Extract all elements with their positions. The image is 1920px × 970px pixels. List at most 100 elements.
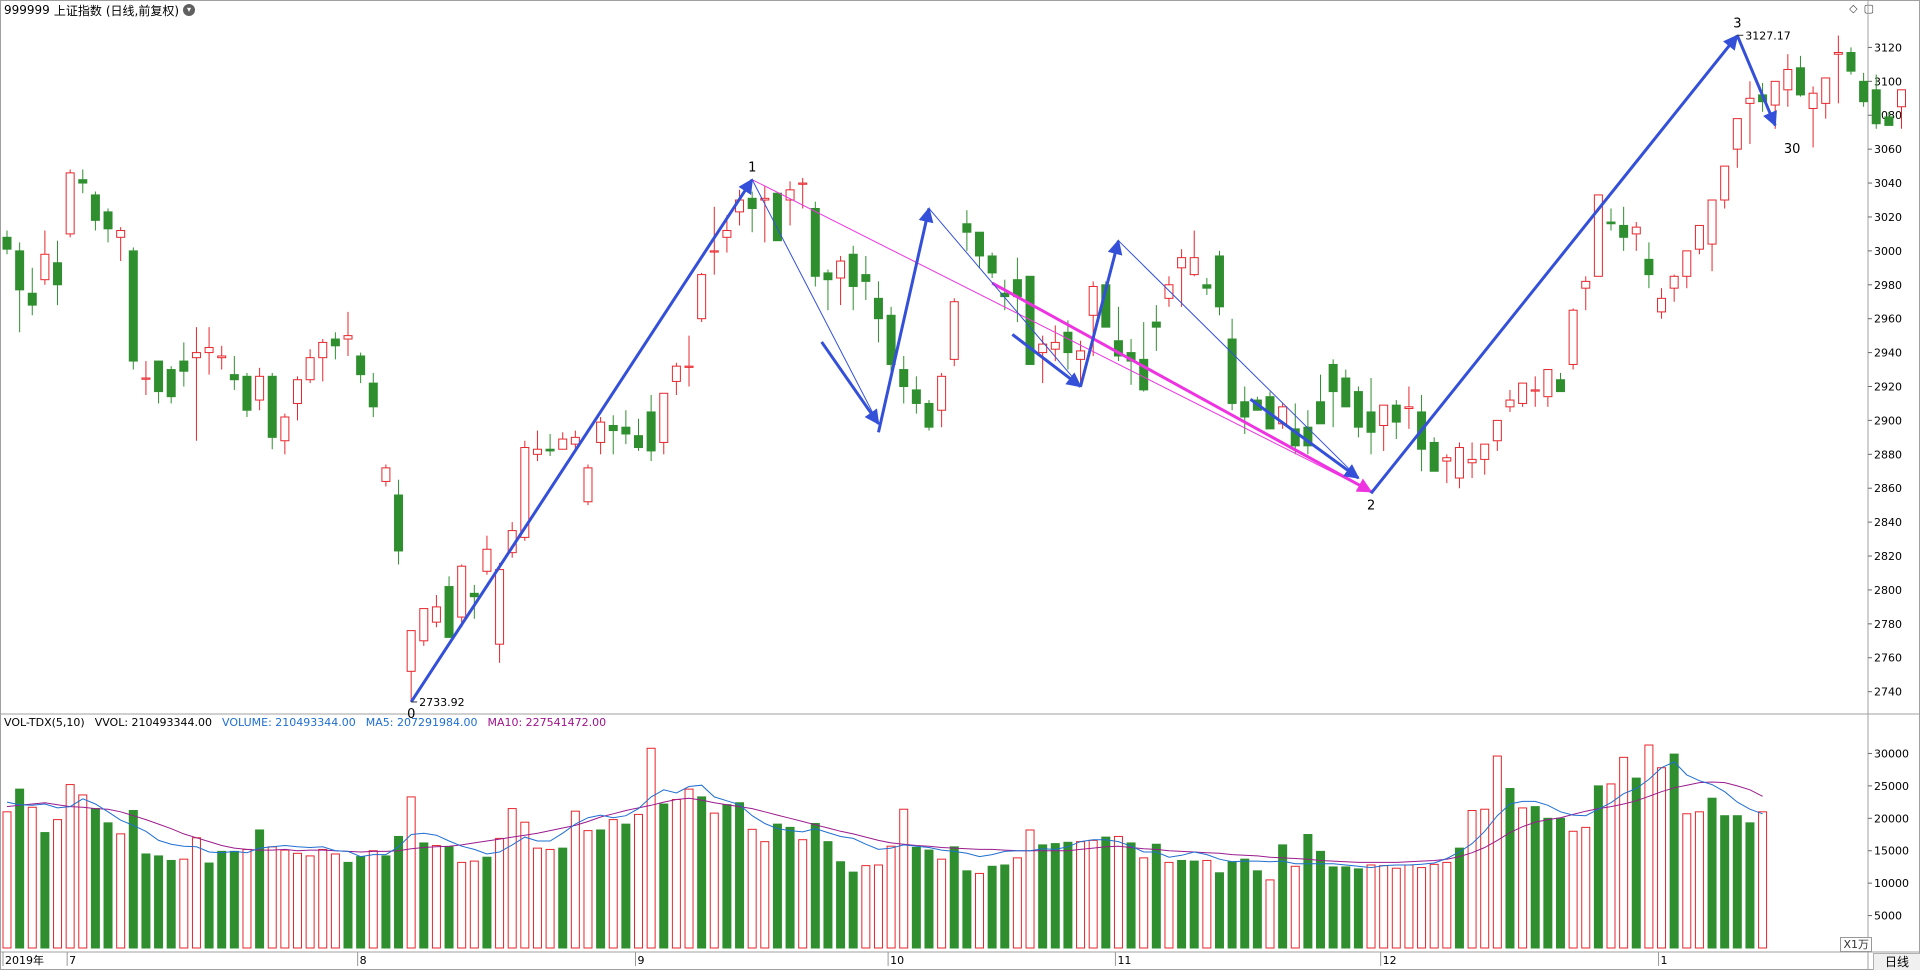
date-tick-label: 9 <box>638 954 645 967</box>
volume-bar <box>1366 864 1376 949</box>
candle-body <box>709 250 719 253</box>
candle-body <box>381 467 391 482</box>
volume-bar <box>1732 815 1742 949</box>
volume-bar <box>90 808 100 949</box>
candle-body <box>722 230 732 238</box>
candle-body <box>1063 331 1073 354</box>
window-icon[interactable]: ▢ <box>1863 2 1874 15</box>
volume-bar <box>1404 864 1414 949</box>
volume-tick-label: 15000 <box>1874 845 1909 858</box>
volume-bar <box>495 837 505 949</box>
volume-bar <box>1492 755 1502 949</box>
price-tick-label: 2760 <box>1874 652 1902 665</box>
volume-bar <box>1745 822 1755 949</box>
volume-bar <box>1657 767 1667 949</box>
price-tick-label: 2740 <box>1874 686 1902 699</box>
candle-body <box>772 192 782 242</box>
candle-body <box>1694 224 1704 250</box>
volume-bar <box>1126 842 1136 949</box>
candle-body <box>949 301 959 360</box>
candle-body <box>873 297 883 320</box>
price-tick-label: 3040 <box>1874 177 1902 190</box>
volume-bar <box>1252 870 1262 949</box>
candle-body <box>495 569 505 645</box>
volume-bar <box>507 808 517 949</box>
wave-count-label: 30 <box>1784 142 1801 157</box>
candle-body <box>1341 377 1351 408</box>
volume-bar <box>1278 844 1288 949</box>
candle-body <box>78 179 88 184</box>
volume-bar <box>242 848 252 949</box>
symbol-code: 999999 <box>4 3 50 17</box>
chevron-down-icon[interactable]: ▾ <box>183 4 196 16</box>
volume-bar <box>1631 777 1641 949</box>
volume-bar <box>53 819 63 949</box>
price-tick-label: 2800 <box>1874 584 1902 597</box>
candle-body <box>179 360 189 372</box>
volume-bar <box>27 806 37 949</box>
candle-body <box>1454 447 1464 479</box>
candle-body <box>1631 226 1641 235</box>
wave-guide-line <box>928 208 1081 387</box>
volume-bar <box>431 845 441 949</box>
candle-body <box>1379 404 1389 426</box>
volume-bar <box>343 861 353 949</box>
chart-title-bar[interactable]: 999999 上证指数 (日线,前复权) ▾ <box>4 2 196 18</box>
volume-bar <box>179 858 189 949</box>
volume-bar <box>280 849 290 949</box>
wave-arrow <box>820 341 880 426</box>
candle-body <box>40 253 50 281</box>
volume-bar <box>78 794 88 949</box>
candle-body <box>924 402 934 428</box>
candle-body <box>457 565 467 618</box>
volume-bar <box>962 870 972 949</box>
candle-body <box>469 592 479 598</box>
volume-bar <box>2 811 12 949</box>
volume-bar <box>65 784 75 949</box>
volume-bar <box>1669 753 1679 949</box>
vvol-value: VVOL: 210493344.00 <box>94 716 213 729</box>
volume-bar <box>1619 756 1629 949</box>
period-button[interactable]: 日线 <box>1873 953 1920 970</box>
price-tick-label: 2980 <box>1874 279 1902 292</box>
candle-body <box>204 347 214 354</box>
candle-body <box>65 172 75 235</box>
wave-point-label: 0 <box>407 707 415 722</box>
candle-body <box>1480 443 1490 460</box>
ma10-value: MA10: 227541472.00 <box>487 716 607 729</box>
volume-unit-label: X1万 <box>1840 937 1872 952</box>
volume-bar <box>1505 787 1515 949</box>
price-tick-label: 2840 <box>1874 516 1902 529</box>
candle-body <box>646 411 656 452</box>
volume-bar <box>128 810 138 949</box>
price-annotation-label: 3127.17 <box>1745 29 1791 42</box>
volume-bar <box>1177 859 1187 949</box>
price-tick-label: 2780 <box>1874 618 1902 631</box>
wave-arrow <box>1011 333 1082 388</box>
wave-arrow <box>1735 34 1777 127</box>
candle-body <box>1795 67 1805 96</box>
volume-bar <box>368 850 378 949</box>
ma5-line <box>6 761 1763 869</box>
volume-bar <box>1101 836 1111 949</box>
candle-body <box>1177 257 1187 269</box>
date-tick-label: 2019年 <box>5 953 44 967</box>
volume-bar <box>532 847 542 949</box>
volume-bar <box>154 855 164 949</box>
candle-body <box>191 352 201 359</box>
price-tick-label: 3100 <box>1874 75 1902 88</box>
diamond-icon[interactable]: ◇ <box>1849 2 1858 15</box>
volume-bar <box>1518 807 1528 949</box>
candle-body <box>1897 89 1906 108</box>
candle-body <box>1353 391 1363 428</box>
volume-bar <box>381 855 391 949</box>
volume-bar <box>987 865 997 949</box>
candle-body <box>1745 97 1755 104</box>
volume-bar <box>318 848 328 949</box>
magenta-guide-line <box>751 179 1372 493</box>
candle-body <box>1202 284 1212 289</box>
candle-body <box>697 274 707 320</box>
price-tick-label: 2940 <box>1874 347 1902 360</box>
